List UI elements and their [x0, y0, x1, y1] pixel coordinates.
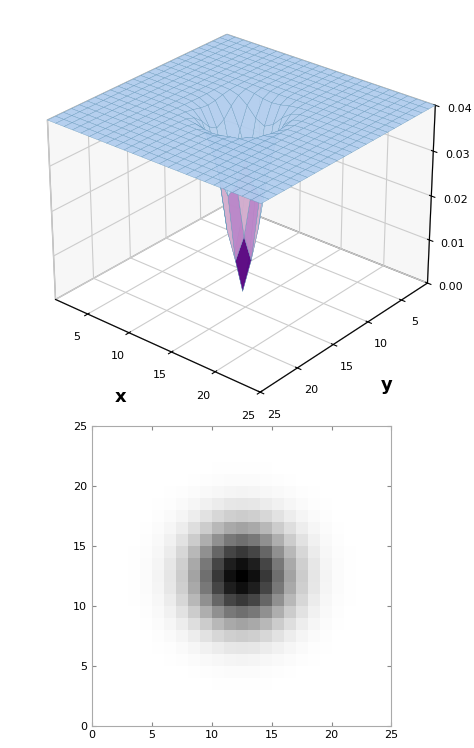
X-axis label: x: x — [115, 388, 127, 406]
Y-axis label: y: y — [381, 375, 392, 394]
